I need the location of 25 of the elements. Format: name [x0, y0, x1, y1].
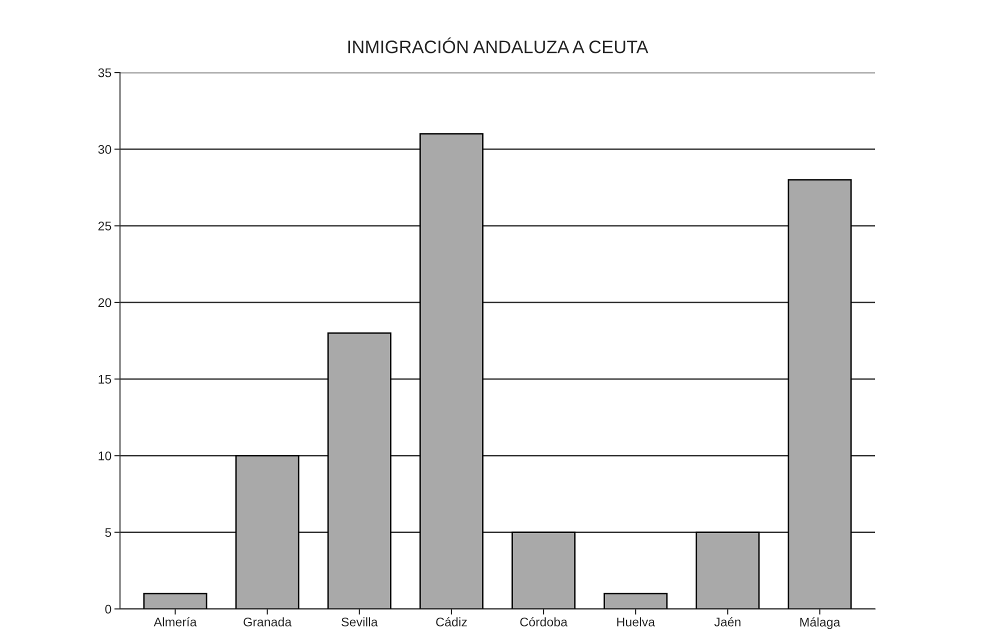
- bar: [235, 454, 300, 609]
- bar: [696, 532, 760, 609]
- y-tick-label: 25: [98, 222, 112, 230]
- bar: [788, 179, 852, 609]
- bar: [419, 133, 484, 609]
- bar: [327, 332, 392, 609]
- x-tick-label: Sevilla: [342, 617, 378, 626]
- x-tick-label: Huelva: [617, 617, 656, 626]
- x-tick-label: Almería: [154, 617, 197, 626]
- y-tick-label: 20: [98, 298, 112, 308]
- y-tick-label: 10: [98, 451, 112, 460]
- y-tick-label: 5: [105, 528, 112, 537]
- x-tick-label: Córdoba: [520, 617, 568, 626]
- y-tick-label: 0: [105, 604, 112, 614]
- y-tick-label: 30: [98, 144, 112, 154]
- bar: [512, 532, 576, 609]
- x-tick-label: Cádiz: [436, 617, 467, 626]
- y-tick-label: 35: [98, 68, 112, 78]
- chart-title: INMIGRACIÓN ANDALUZA A CEUTA: [348, 37, 648, 54]
- x-tick-label: Málaga: [800, 617, 840, 630]
- bar: [143, 592, 208, 609]
- x-tick-label: Jaén: [714, 617, 740, 626]
- y-tick-label: 15: [98, 374, 112, 384]
- x-tick-label: Granada: [244, 617, 292, 626]
- bar: [604, 592, 668, 609]
